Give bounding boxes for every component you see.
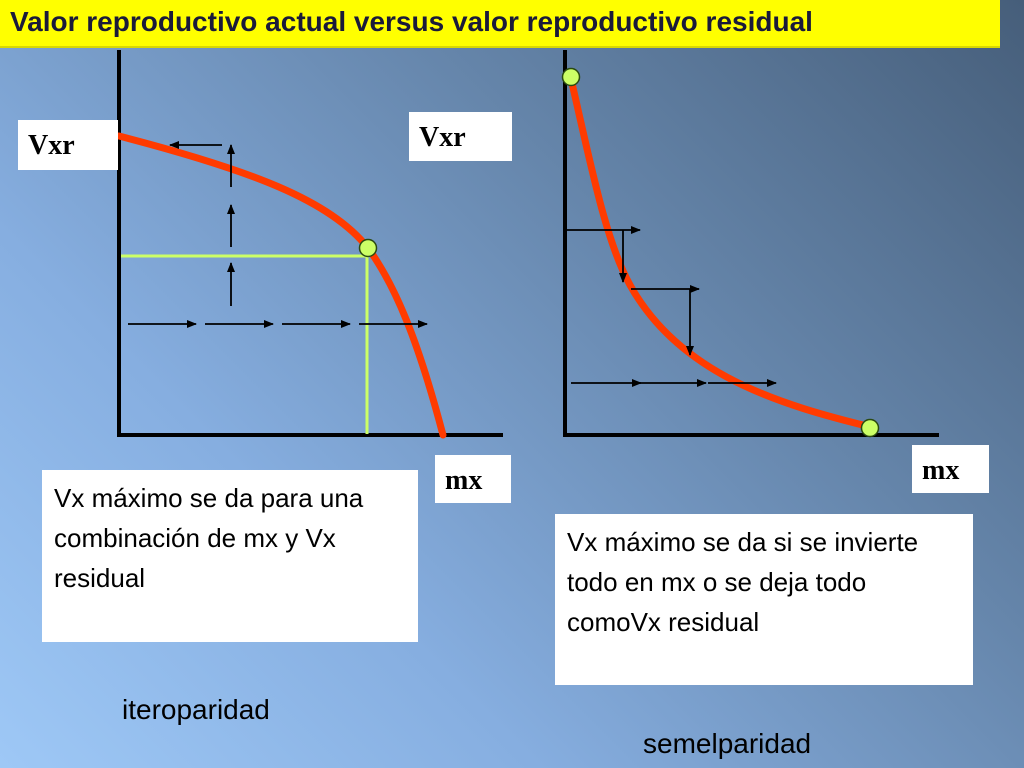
left-panel [115,50,503,439]
left-note: Vx máximo se da para una combinación de … [42,470,418,642]
left-y-axis-label: Vxr [18,120,118,170]
right-optimum-marker-top [561,67,581,87]
slide-title: Valor reproductivo actual versus valor r… [10,6,813,37]
title-bar: Valor reproductivo actual versus valor r… [0,0,1000,48]
left-optimum-marker [358,238,378,258]
right-tradeoff-curve [567,75,879,432]
left-x-axis-label: mx [435,455,511,503]
left-tradeoff-curve [115,132,447,439]
right-optimum-marker-bottom [860,418,880,438]
left-caption: iteroparidad [122,694,270,725]
right-note: Vx máximo se da si se invierte todo en m… [555,514,973,685]
right-x-axis-label: mx [912,445,989,493]
right-caption: semelparidad [643,728,812,759]
right-y-axis-label: Vxr [409,112,512,161]
right-panel [561,50,939,438]
